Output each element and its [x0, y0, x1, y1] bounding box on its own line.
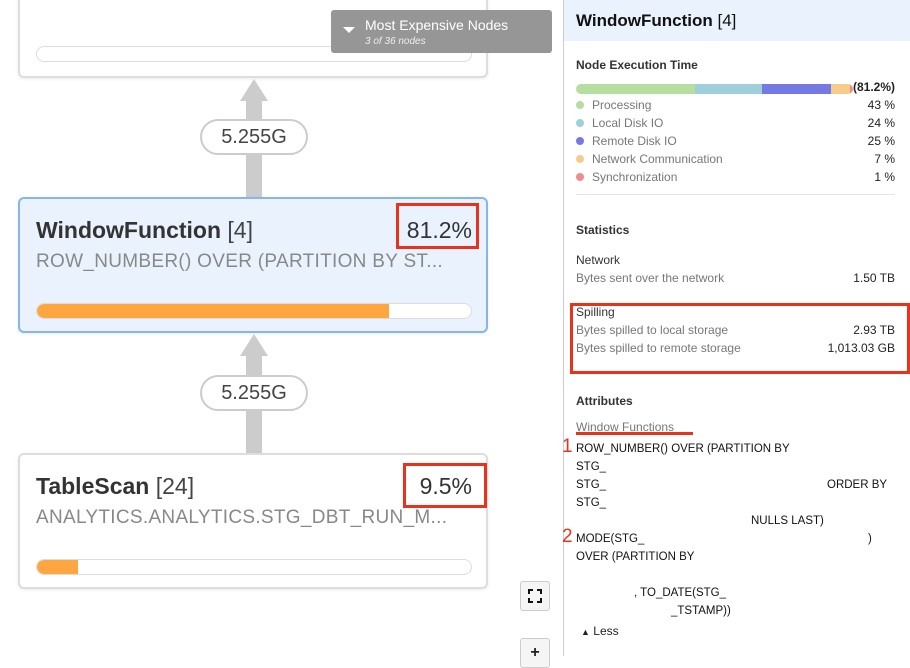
legend-dot-icon: [576, 173, 584, 181]
query-profile-canvas[interactable]: 5.255G WindowFunction [4] 81.2% ROW_NUMB…: [0, 0, 563, 668]
execution-segment: [761, 84, 831, 94]
stat-row: Bytes spilled to remote storage 1,013.03 …: [576, 341, 895, 355]
execution-segment: [695, 84, 762, 94]
execution-legend-item: Network Communication 7 %: [576, 150, 895, 168]
execution-segment: [830, 84, 851, 94]
section-heading: Node Execution Time: [576, 58, 698, 72]
fit-screen-icon: [528, 589, 542, 603]
execution-legend-item: Synchronization 1 %: [576, 168, 895, 186]
window-functions-label: Window Functions: [576, 420, 675, 434]
dropdown-subtitle: 3 of 36 nodes: [365, 36, 426, 47]
arrow-up-icon: [240, 334, 268, 356]
panel-title: WindowFunction [4]: [564, 0, 910, 41]
marker-1: 1: [562, 436, 573, 457]
section-heading: Attributes: [576, 394, 633, 408]
stat-row: Bytes spilled to local storage 2.93 TB: [576, 323, 895, 337]
execution-segment: [850, 84, 853, 94]
node-name: WindowFunction: [36, 217, 222, 243]
node-id: [24]: [155, 473, 195, 499]
highlight-box: [403, 463, 487, 508]
node-detail: ANALYTICS.ANALYTICS.STG_DBT_RUN_M...: [36, 507, 448, 528]
show-less-toggle[interactable]: ▲ Less: [581, 624, 619, 638]
node-tablescan[interactable]: TableScan [24] 9.5% ANALYTICS.ANALYTICS.…: [18, 453, 488, 589]
section-heading: Statistics: [576, 223, 630, 237]
execution-legend-item: Processing 43 %: [576, 96, 895, 114]
zoom-in-button[interactable]: +: [520, 638, 550, 668]
attributes-section: Attributes Window Functions 1 ROW_NUMBER…: [562, 394, 895, 638]
spilling-label: Spilling: [576, 305, 615, 319]
node-detail: ROW_NUMBER() OVER (PARTITION BY ST...: [36, 251, 443, 272]
node-percent: 9.5%: [419, 473, 472, 499]
network-label: Network: [576, 253, 621, 267]
highlight-box: [570, 303, 910, 374]
most-expensive-nodes-dropdown[interactable]: Most Expensive Nodes 3 of 36 nodes: [331, 10, 552, 53]
node-percent: 81.2%: [406, 217, 472, 243]
node-windowfunction[interactable]: WindowFunction [4] 81.2% ROW_NUMBER() OV…: [18, 197, 488, 333]
edge-rows-label: 5.255G: [200, 119, 308, 155]
edge-rows-label: 5.255G: [200, 375, 308, 411]
node-details-panel: WindowFunction [4] Node Execution Time (…: [562, 0, 910, 656]
execution-time-section: Node Execution Time (81.2%) Processing 43…: [576, 58, 895, 195]
window-functions-list: 1 ROW_NUMBER() OVER (PARTITION BY STG_ S…: [562, 436, 888, 617]
legend-dot-icon: [576, 119, 584, 127]
legend-dot-icon: [576, 137, 584, 145]
fit-screen-button[interactable]: [520, 581, 550, 611]
legend-dot-icon: [576, 155, 584, 163]
stat-row: Bytes sent over the network 1.50 TB: [576, 271, 895, 285]
execution-time-bar: [576, 84, 853, 94]
panel-node-id: [4]: [717, 11, 737, 30]
node-name: TableScan: [36, 473, 150, 499]
node-progress-bar: [36, 303, 472, 319]
execution-segment: [576, 84, 696, 94]
statistics-section: Statistics Network Bytes sent over the n…: [576, 223, 895, 357]
execution-legend-item: Remote Disk IO 25 %: [576, 132, 895, 150]
node-id: [4]: [227, 217, 253, 243]
caret-up-icon: ▲: [581, 627, 590, 637]
arrow-up-icon: [240, 79, 268, 101]
legend-dot-icon: [576, 101, 584, 109]
caret-down-icon: [343, 27, 355, 33]
execution-legend-item: Local Disk IO 24 %: [576, 114, 895, 132]
execution-total: (81.2%): [852, 80, 895, 94]
highlight-box: [396, 203, 479, 249]
highlight-underline: [576, 432, 693, 435]
panel-node-name: WindowFunction: [576, 11, 713, 30]
node-progress-bar: [36, 559, 472, 575]
marker-2: 2: [562, 526, 573, 547]
dropdown-title: Most Expensive Nodes: [365, 17, 509, 33]
